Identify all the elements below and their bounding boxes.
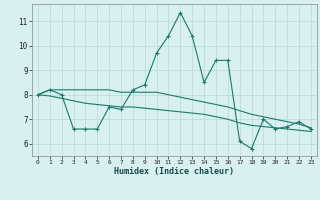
X-axis label: Humidex (Indice chaleur): Humidex (Indice chaleur) bbox=[115, 167, 234, 176]
